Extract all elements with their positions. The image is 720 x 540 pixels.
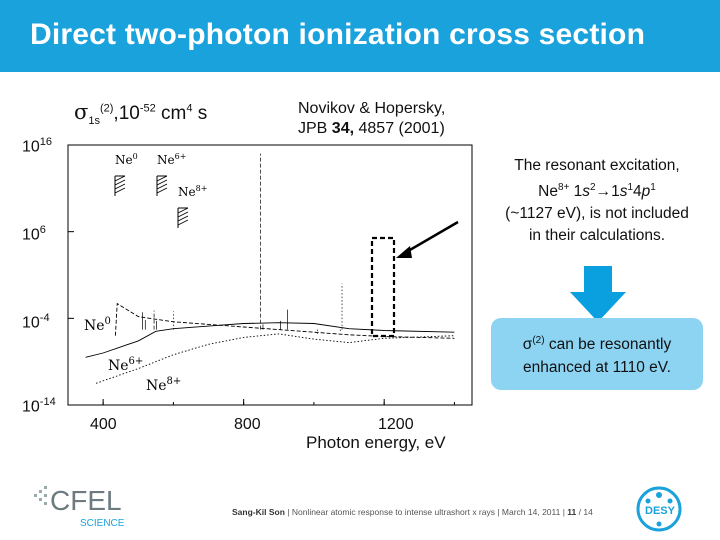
y-axis-unit-prefix: ,10: [113, 103, 140, 124]
series-line: [85, 322, 455, 358]
threshold-label: Ne8+: [178, 184, 207, 199]
series-line: [114, 302, 455, 339]
pointer-arrow: [402, 220, 459, 256]
y-tick-label: 106: [22, 224, 46, 244]
plot-frame: [32, 144, 473, 406]
result-line2: enhanced at 1110 eV.: [523, 359, 671, 377]
series-label: Ne8+: [146, 376, 181, 394]
plot-series: [85, 302, 455, 384]
reference: Novikov & Hopersky, JPB 34, 4857 (2001): [298, 99, 445, 139]
footer-total: / 14: [576, 507, 593, 517]
threshold-label: Ne6+: [157, 152, 186, 167]
plot-series-labels: Ne0 Ne6+Ne8+: [84, 316, 181, 394]
reference-line2: JPB 34, 4857 (2001): [298, 119, 445, 139]
series-label: Ne0: [84, 316, 111, 334]
reference-volume: 34,: [331, 120, 355, 137]
result-line1: σ(2) can be resonantly: [522, 335, 672, 354]
y-axis-unit-sup: 4: [186, 102, 193, 115]
note-line3: (~1127 eV), is not included: [505, 205, 689, 223]
footer: Sang-Kil Son | Nonlinear atomic response…: [232, 507, 593, 517]
desy-logo-text: DESY: [645, 505, 676, 517]
result-box: σ(2) can be resonantly enhanced at 1110 …: [491, 318, 703, 390]
series-label: Ne6+: [108, 356, 143, 374]
note-line4: in their calculations.: [528, 227, 666, 245]
y-axis-sub: 1s: [88, 114, 100, 127]
down-arrow-icon: [570, 266, 626, 322]
cfel-logo-text: CFEL: [50, 485, 122, 516]
y-axis-sup: (2): [99, 102, 114, 115]
threshold-hatch: [114, 187, 126, 194]
footer-text: | Nonlinear atomic response to intense u…: [287, 507, 568, 517]
threshold-label: Ne0: [115, 152, 138, 167]
threshold-hatch: [114, 179, 126, 186]
threshold-hatch: [114, 183, 126, 190]
x-tick-label: 400: [90, 416, 117, 433]
y-axis-label: σ1s(2),10-52 cm4 s: [74, 100, 207, 127]
y-axis-unit-end: s: [192, 103, 208, 124]
y-tick-label: 10-14: [22, 396, 56, 416]
y-tick-label: 10-4: [22, 312, 50, 332]
y-tick-label: 1016: [22, 136, 53, 156]
threshold-hatch: [156, 187, 168, 194]
threshold-hatch: [156, 175, 168, 182]
y-axis-unit-suffix: cm: [155, 103, 187, 124]
slide-title: Direct two-photon ionization cross secti…: [30, 18, 646, 51]
threshold-hatch: [156, 183, 168, 190]
reference-line1: Novikov & Hopersky,: [298, 100, 446, 117]
x-tick-label: 1200: [378, 416, 414, 433]
note-text: The resonant excitation, Ne8+ 1s2→1s14p1…: [486, 155, 708, 247]
plot-border: [67, 144, 473, 406]
note-line1: The resonant excitation,: [514, 157, 680, 174]
threshold-hatch: [177, 219, 189, 226]
highlight-region: [370, 236, 396, 338]
footer-author: Sang-Kil Son: [232, 507, 285, 517]
x-axis-label: Photon energy, eV: [306, 433, 446, 452]
title-bar: Direct two-photon ionization cross secti…: [0, 0, 720, 72]
cfel-logo: CFEL SCIENCE: [34, 485, 125, 529]
reference-pages: 4857 (2001): [354, 120, 445, 137]
y-axis-unit-exp: -52: [139, 102, 156, 115]
note-line2: Ne8+ 1s2→1s14p1: [538, 182, 656, 201]
threshold-hatch: [177, 215, 189, 222]
plot-resonances: [142, 153, 343, 334]
pointer-arrowhead: [396, 246, 412, 258]
desy-logo: DESY: [636, 486, 682, 532]
threshold-hatch: [114, 175, 126, 182]
plot-threshold-markers: Ne0 Ne6+ Ne8+: [114, 152, 207, 228]
threshold-hatch: [177, 211, 189, 218]
footer-page: 11: [567, 507, 577, 517]
threshold-hatch: [177, 207, 189, 214]
x-tick-label: 800: [234, 416, 261, 433]
cfel-science-text: SCIENCE: [80, 518, 125, 529]
series-line: [95, 333, 455, 384]
threshold-hatch: [156, 179, 168, 186]
y-axis-symbol: σ: [74, 100, 89, 124]
reference-journal: JPB: [298, 120, 332, 137]
